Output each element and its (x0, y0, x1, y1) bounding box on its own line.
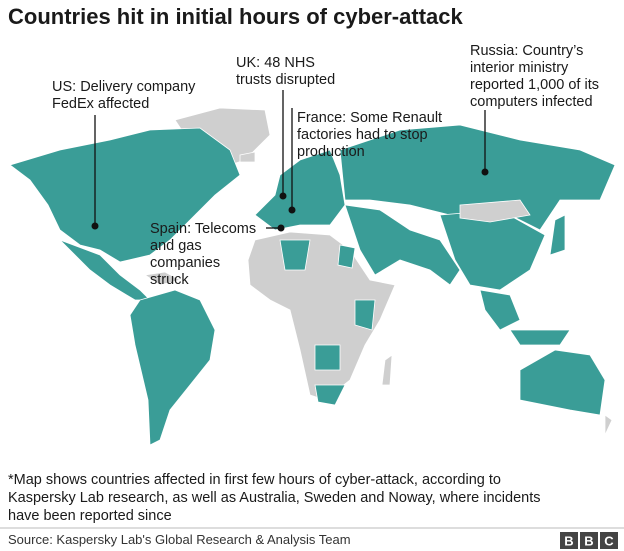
logo-letter: C (604, 534, 614, 549)
annotation-line: trusts disrupted (236, 72, 335, 88)
annotation-line: computers infected (470, 94, 593, 110)
annotation-line: Russia: Country’s (470, 43, 583, 59)
annotation-line: and gas (150, 238, 202, 254)
callout-lines (91, 90, 489, 232)
source: Source: Kaspersky Lab's Global Research … (8, 532, 351, 547)
annotation-line: factories had to stop (297, 127, 428, 143)
bbc-logo: B B C (560, 532, 618, 549)
logo-letter: B (564, 534, 573, 549)
annotation-line: companies (150, 255, 220, 271)
annotation-line: production (297, 144, 365, 160)
world-map (9, 107, 616, 446)
annotation-line: France: Some Renault (297, 110, 442, 126)
annotation-line: struck (150, 272, 189, 288)
annotation-line: Spain: Telecoms (150, 221, 256, 237)
annotation-line: interior ministry (470, 60, 569, 76)
annotation-line: reported 1,000 of its (470, 77, 599, 93)
title: Countries hit in initial hours of cyber-… (8, 4, 463, 29)
footnote-line: *Map shows countries affected in first f… (8, 472, 501, 488)
annotation-line: UK: 48 NHS (236, 55, 315, 71)
logo-letter: B (584, 534, 593, 549)
annotation-line: FedEx affected (52, 96, 149, 112)
footnote-line: Kaspersky Lab research, as well as Austr… (8, 490, 540, 506)
annotation-line: US: Delivery company (52, 79, 196, 95)
footnote-line: have been reported since (8, 508, 172, 524)
footnote: *Map shows countries affected in first f… (8, 472, 540, 524)
